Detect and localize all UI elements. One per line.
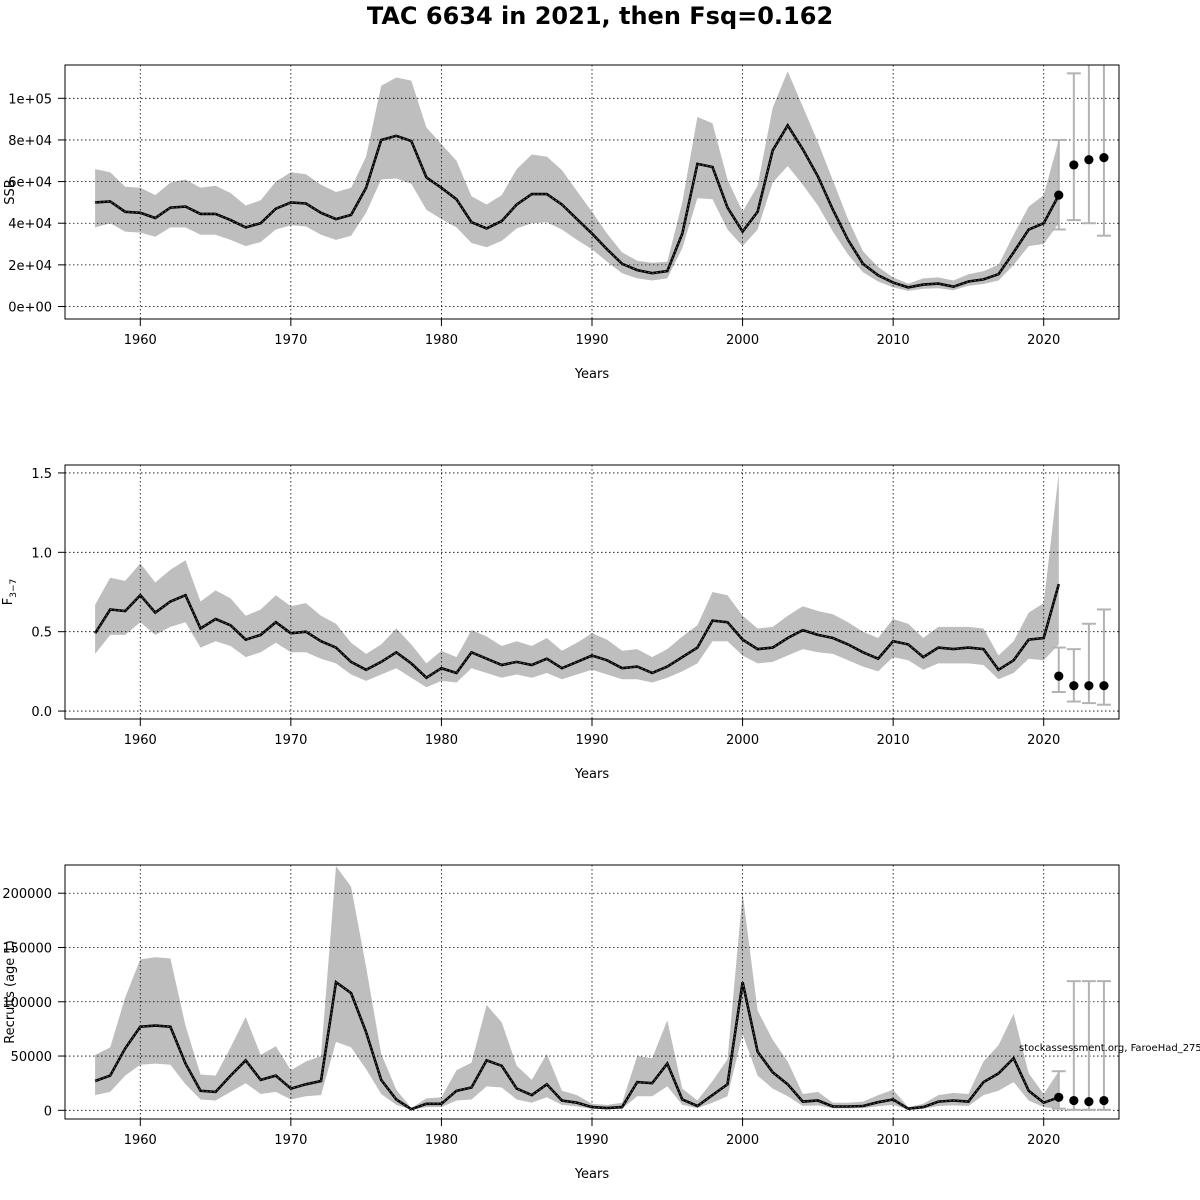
fbar-xtick-label: 1980 [425,733,458,748]
fbar-plot-frame [64,464,1120,720]
recruits-ytick-label: 100000 [2,996,52,1011]
recruits-yaxis-label: Recruits (age 1) [3,940,18,1044]
ssb-projection-point [1054,190,1064,200]
fbar-xtick-label: 1990 [575,733,608,748]
fbar-yaxis-label: F3−7 [1,579,19,605]
fbar-projection-point [1054,671,1064,681]
recruits-projection-point [1084,1097,1094,1107]
fbar-ytick-label: 0.0 [31,705,52,720]
ssb-ytick-label: 2e+04 [8,259,52,274]
fbar-xtick-label: 2000 [726,733,759,748]
recruits-xtick-label: 2000 [726,1133,759,1148]
recruits-xtick-label: 1990 [575,1133,608,1148]
fbar-ytick-label: 0.5 [31,626,52,641]
ssb-ytick-label: 0e+00 [8,301,52,316]
ssb-xtick-label: 1970 [274,333,307,348]
ssb-confidence-band [95,71,1059,291]
recruits-ytick-label: 0 [44,1104,52,1119]
recruits-ytick-label: 150000 [2,941,52,956]
chart-title: TAC 6634 in 2021, then Fsq=0.162 [366,2,834,30]
fbar-projection-point [1084,681,1094,691]
fbar-xtick-label: 2010 [877,733,910,748]
ssb-xtick-label: 1980 [425,333,458,348]
recruits-xtick-label: 1970 [274,1133,307,1148]
recruits-ytick-label: 50000 [11,1050,52,1065]
ssb-projection-point [1084,155,1094,165]
fbar-estimate-line-dashes [94,583,1060,679]
fbar-xtick-label: 2020 [1027,733,1060,748]
fbar-xtick-label: 1970 [274,733,307,748]
recruits-projection-point [1069,1095,1079,1106]
ssb-panel: 1960 1970 1980 1990 2000 2010 2020 0e+00 2e+04 4e… [3,64,1120,382]
ssb-xtick-label: 1990 [575,333,608,348]
recruits-ytick-label: 200000 [2,887,52,902]
ssb-estimate-line-dashes [95,124,1060,288]
ssb-ytick-label: 6e+04 [8,176,52,191]
fbar-ytick-label: 1.5 [31,467,52,482]
recruits-estimate-line-dashes [94,981,1059,1110]
recruits-projection-point [1099,1095,1109,1106]
ssb-xtick-label: 1960 [124,333,157,348]
recruits-confidence-band [95,866,1059,1110]
ssb-xtick-label: 2000 [726,333,759,348]
ssb-projection-point [1099,153,1109,163]
fbar-panel: 1960 1970 1980 1990 2000 2010 2020 0.0 0.5 1.0 1.5… [1,464,1120,782]
fbar-confidence-band [95,472,1059,688]
ssb-ytick-label: 4e+04 [8,217,52,232]
ssb-xaxis-label: Years [574,367,610,382]
ssb-ytick-label: 1e+05 [8,92,52,107]
recruits-xaxis-label: Years [574,1167,610,1182]
recruits-xtick-label: 1980 [425,1133,458,1148]
ssb-projection-point [1069,160,1079,170]
ssb-xtick-label: 2010 [877,333,910,348]
recruits-xtick-label: 1960 [124,1133,157,1148]
recruits-panel: 1960 1970 1980 1990 2000 2010 2020 0 50000 100000… [2,864,1120,1182]
fbar-projection-point [1069,681,1079,691]
fbar-ytick-label: 1.0 [31,546,52,561]
recruits-xtick-label: 2010 [877,1133,910,1148]
ssb-ytick-label: 8e+04 [8,134,52,149]
credit-annotation: stockassessment.org, FaroeHad_2750 [1019,1043,1200,1054]
ssb-xtick-label: 2020 [1027,333,1060,348]
fbar-xaxis-label: Years [574,767,610,782]
ssb-yaxis-label: SSB [3,179,18,204]
recruits-xtick-label: 2020 [1027,1133,1060,1148]
fbar-xtick-label: 1960 [124,733,157,748]
fbar-projection-point [1099,681,1109,691]
recruits-projection-point [1054,1092,1064,1102]
